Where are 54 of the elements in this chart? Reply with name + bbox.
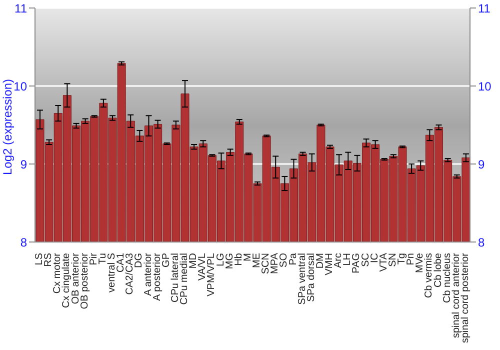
y-axis-title: Log2 (expression)	[0, 78, 14, 175]
x-tick-label: Tu	[97, 253, 108, 264]
y2-tick-label: 8	[478, 235, 485, 250]
y2-tick-label: 9	[478, 157, 485, 172]
x-tick-label: DM	[314, 253, 326, 269]
x-tick-label: SN	[387, 253, 398, 267]
y-tick-label: 11	[14, 1, 28, 16]
x-tick-label: Cb nucleus	[442, 253, 453, 304]
x-tick-label: ventral S	[106, 252, 118, 292]
x-tick-label: SPa ventral	[296, 253, 308, 305]
x-tick-label: CPu lateral	[170, 253, 181, 302]
x-tick-label: CPu medial	[179, 253, 190, 305]
x-tick-label: MVe	[414, 252, 426, 274]
x-tick-label: PAG	[351, 252, 362, 274]
x-tick-label: Tg	[396, 253, 408, 265]
x-tick-label: A anterior	[142, 252, 154, 296]
x-tick-label: MPA	[270, 252, 281, 274]
x-tick-label: GP	[160, 252, 172, 268]
x-tick-label: SC	[360, 253, 372, 267]
x-tick-label: Pir	[88, 252, 100, 266]
x-tick-label: IC	[369, 253, 380, 263]
x-tick-label: A posterior	[152, 252, 163, 301]
x-tick-label: Cb vermis	[424, 253, 435, 298]
x-tick-label: Pn	[406, 253, 417, 266]
y-tick-label: 10	[14, 79, 28, 94]
x-tick-label: SPa dorsal	[306, 253, 317, 302]
x-tick-label: RS	[43, 252, 54, 267]
x-tick-label: VTA	[378, 252, 390, 272]
y2-tick-label: 10	[478, 79, 492, 94]
x-tick-label: SCN	[260, 253, 272, 274]
y-tick-label: 8	[20, 235, 28, 250]
x-tick-label: Cb lobe	[432, 252, 444, 288]
x-tick-label: SO	[278, 252, 290, 268]
x-tick-label: OB anterior	[70, 252, 82, 304]
x-tick-label: VPM/VPL	[206, 252, 218, 296]
x-tick-label: OB posterior	[79, 252, 90, 310]
x-tick-label: CA1	[116, 252, 127, 272]
x-tick-label: Arc	[333, 253, 344, 268]
y2-tick-label: 11	[478, 1, 491, 16]
x-tick-label: LH	[342, 253, 354, 266]
x-tick-label: MG	[224, 252, 236, 270]
x-tick-label: Pa	[288, 252, 299, 266]
x-tick-label: Cx cingulate	[61, 252, 72, 308]
y-tick-label: 9	[20, 157, 28, 172]
x-tick-label: DG	[134, 252, 145, 268]
x-tick-label: LG	[215, 252, 226, 266]
x-tick-label: M	[242, 253, 254, 262]
x-tick-label: Hb	[233, 252, 244, 266]
x-tick-label: spinal cord anterior	[450, 252, 462, 338]
x-tick-label: ME	[252, 252, 263, 268]
x-tick-label: spinal cord posterior	[460, 252, 471, 344]
x-tick-label: VMH	[324, 253, 336, 276]
x-tick-label: CA2/CA3	[124, 252, 136, 295]
x-tick-label: LS	[34, 252, 46, 266]
